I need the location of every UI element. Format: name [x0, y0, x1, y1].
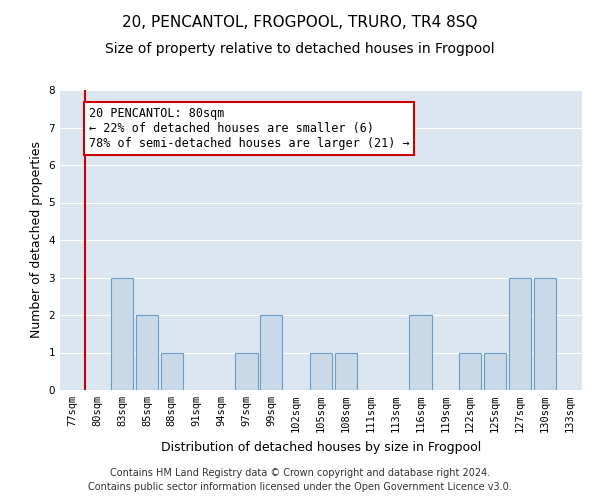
Y-axis label: Number of detached properties: Number of detached properties — [30, 142, 43, 338]
Text: Contains HM Land Registry data © Crown copyright and database right 2024.: Contains HM Land Registry data © Crown c… — [110, 468, 490, 477]
Bar — [136, 315, 158, 390]
Text: 20, PENCANTOL, FROGPOOL, TRURO, TR4 8SQ: 20, PENCANTOL, FROGPOOL, TRURO, TR4 8SQ — [122, 15, 478, 30]
Bar — [409, 315, 431, 390]
Bar — [335, 352, 357, 390]
Text: Contains public sector information licensed under the Open Government Licence v3: Contains public sector information licen… — [88, 482, 512, 492]
Bar — [111, 278, 133, 390]
Bar — [310, 352, 332, 390]
Bar — [235, 352, 257, 390]
Bar — [484, 352, 506, 390]
Bar — [459, 352, 481, 390]
Text: Size of property relative to detached houses in Frogpool: Size of property relative to detached ho… — [105, 42, 495, 56]
Bar — [260, 315, 283, 390]
Bar — [533, 278, 556, 390]
Bar — [161, 352, 183, 390]
Text: 20 PENCANTOL: 80sqm
← 22% of detached houses are smaller (6)
78% of semi-detache: 20 PENCANTOL: 80sqm ← 22% of detached ho… — [89, 107, 409, 150]
Bar — [509, 278, 531, 390]
X-axis label: Distribution of detached houses by size in Frogpool: Distribution of detached houses by size … — [161, 440, 481, 454]
